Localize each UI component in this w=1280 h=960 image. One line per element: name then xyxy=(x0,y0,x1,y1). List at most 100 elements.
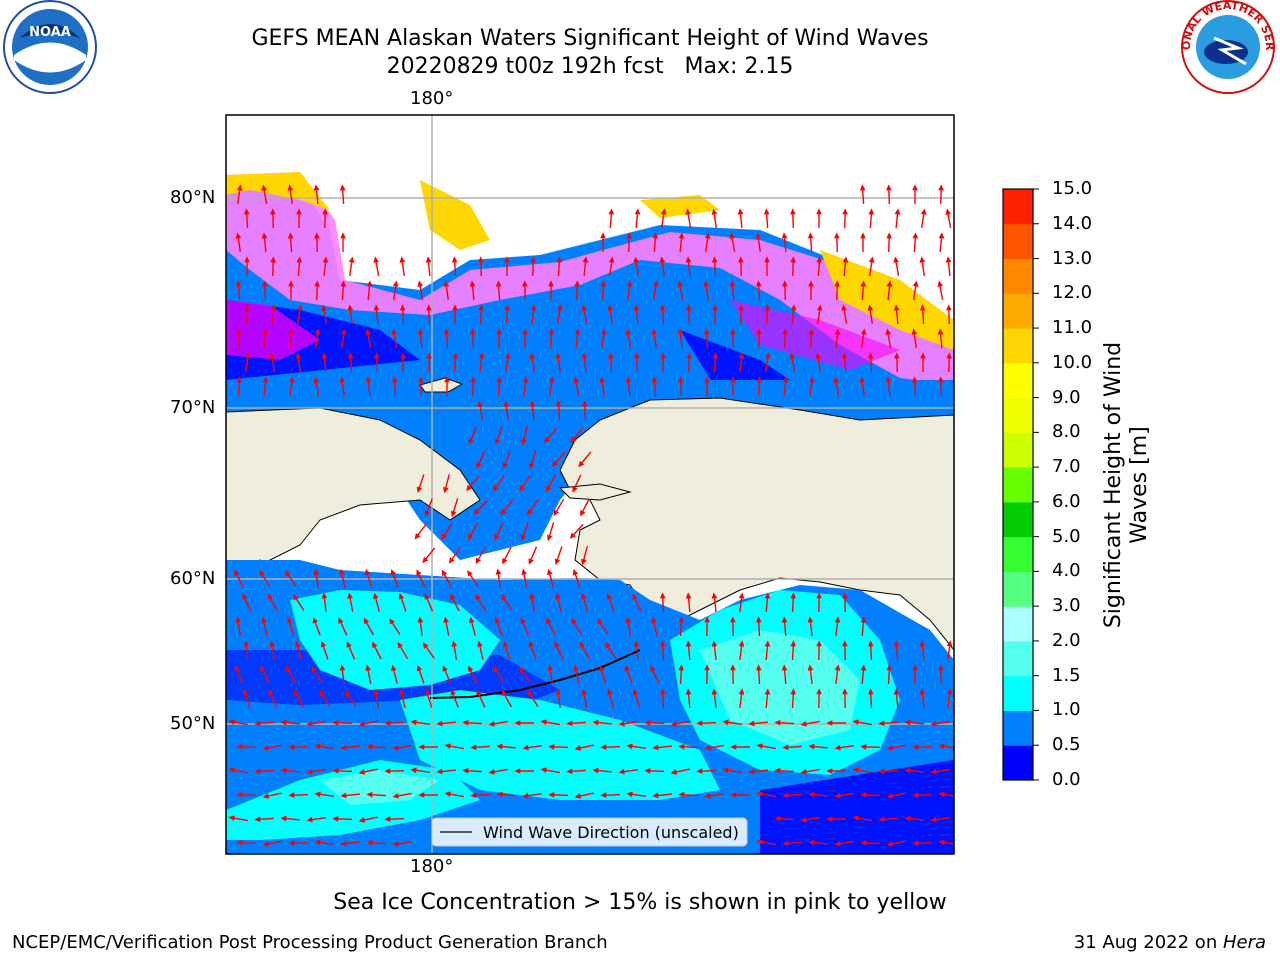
wind-wave-arrowhead xyxy=(358,817,366,823)
wind-wave-arrowhead xyxy=(867,352,874,359)
wind-wave-arrowhead xyxy=(569,532,576,539)
wind-wave-arrowhead xyxy=(548,328,555,335)
wind-wave-arrowhead xyxy=(893,688,900,695)
wind-wave-arrowhead xyxy=(678,664,685,671)
wind-wave-arrowhead xyxy=(600,792,607,798)
wind-wave-arrowhead xyxy=(502,557,508,565)
wind-wave-arrowhead xyxy=(764,304,771,311)
wind-wave-arrowhead xyxy=(262,376,269,383)
wind-wave-arrowhead xyxy=(286,616,293,624)
gridlines xyxy=(226,115,954,854)
wind-wave-arrowhead xyxy=(659,688,666,695)
wind-wave-arrowhead xyxy=(358,769,366,775)
wind-wave-arrowhead xyxy=(306,816,313,823)
wind-wave-arrowhead xyxy=(696,768,703,774)
wind-wave-arrowhead xyxy=(600,232,606,239)
wind-wave-arrowhead xyxy=(548,376,555,383)
wind-wave-arrowhead xyxy=(366,791,373,798)
wind-wave-arrowhead xyxy=(554,641,560,648)
wind-wave-arrowhead xyxy=(678,376,684,383)
wind-wave-arrowhead xyxy=(306,720,313,727)
wind-wave-arrowhead xyxy=(912,664,918,671)
wind-wave-arrowhead xyxy=(306,768,313,775)
wind-wave-arrowhead xyxy=(528,641,534,648)
wind-wave-arrowhead xyxy=(366,280,373,287)
colorbar-segment xyxy=(1003,258,1033,294)
wind-wave-arrowhead xyxy=(555,352,562,359)
wind-wave-arrowhead xyxy=(235,280,242,287)
wind-wave-arrowhead xyxy=(319,689,326,697)
wind-wave-arrowhead xyxy=(475,593,482,601)
wind-wave-arrowhead xyxy=(262,745,270,751)
wind-wave-arrowhead xyxy=(659,304,666,311)
wind-wave-arrowhead xyxy=(790,688,797,695)
wind-wave-arrowhead xyxy=(528,558,534,565)
wind-wave-arrowhead xyxy=(738,640,745,647)
map-area: Wind Wave Direction (unscaled) xyxy=(226,115,954,854)
wind-wave-arrowhead xyxy=(625,616,632,623)
wind-wave-arrowhead xyxy=(529,352,536,359)
wind-wave-arrowhead xyxy=(782,280,788,287)
wind-wave-arrowhead xyxy=(644,720,651,726)
wind-wave-arrowhead xyxy=(267,593,274,601)
wave-patch-aleutian xyxy=(400,690,720,800)
wind-wave-arrowhead xyxy=(816,640,822,647)
wind-wave-arrowhead xyxy=(755,664,762,671)
wind-wave-arrowhead xyxy=(347,352,354,359)
wind-wave-arrowhead xyxy=(548,744,555,750)
wind-wave-arrowhead xyxy=(790,304,797,311)
wind-wave-arrowhead xyxy=(236,840,243,846)
wind-wave-arrowhead xyxy=(605,642,611,649)
wind-wave-arrowhead xyxy=(930,816,937,823)
wind-wave-arrowhead xyxy=(573,376,580,383)
wind-wave-arrowhead xyxy=(416,486,423,494)
wind-wave-arrowhead xyxy=(774,815,781,822)
wind-wave-arrowhead xyxy=(518,666,525,673)
wind-wave-arrowhead xyxy=(764,640,771,647)
wind-wave-arrowhead xyxy=(807,664,814,671)
wind-wave-arrowhead xyxy=(826,720,833,726)
noaa-logo: NOAA xyxy=(3,0,97,94)
wind-wave-arrowhead xyxy=(774,767,781,774)
wind-wave-arrowhead xyxy=(626,280,633,287)
wind-wave-arrowhead xyxy=(384,768,391,774)
wind-wave-arrowhead xyxy=(242,593,248,600)
colorbar-segment xyxy=(1003,745,1033,781)
wind-wave-arrowhead xyxy=(834,744,841,751)
wind-wave-arrowhead xyxy=(442,486,449,494)
wind-wave-arrowhead xyxy=(808,791,815,798)
wind-wave-arrowhead xyxy=(500,594,507,601)
wind-wave-arrowhead xyxy=(704,744,711,751)
wind-wave-arrowhead xyxy=(938,839,945,846)
chukchi-sea xyxy=(226,380,954,560)
wind-wave-arrowhead xyxy=(293,594,299,601)
wind-wave-arrowhead xyxy=(468,665,474,673)
wind-wave-arrowhead xyxy=(313,376,320,383)
colorbar-segment xyxy=(1003,571,1033,607)
wind-wave-arrowhead xyxy=(782,792,789,799)
colorbar-tick-label: 0.0 xyxy=(1052,769,1081,790)
wind-wave-arrowhead xyxy=(937,328,944,335)
wind-wave-arrowhead xyxy=(686,352,692,359)
wind-wave-arrowhead xyxy=(548,792,555,798)
wind-wave-arrowhead xyxy=(470,744,477,751)
wind-wave-arrowhead xyxy=(236,792,243,798)
wind-wave-arrowhead xyxy=(340,280,347,287)
wind-wave-arrowhead xyxy=(878,720,885,727)
wind-wave-arrowhead xyxy=(322,256,329,263)
wind-wave-arrowhead xyxy=(800,816,807,823)
wind-wave-arrowhead xyxy=(599,376,606,383)
wind-wave-arrowhead xyxy=(938,184,944,191)
footer-credit: NCEP/EMC/Verification Post Processing Pr… xyxy=(12,932,608,953)
wind-wave-arrowhead xyxy=(730,328,736,335)
wind-wave-arrowhead xyxy=(242,688,249,696)
wind-wave-arrowhead xyxy=(572,486,578,493)
wind-wave-arrowhead xyxy=(945,208,952,215)
wind-wave-arrowhead xyxy=(321,592,328,599)
wind-wave-arrowhead xyxy=(572,568,579,576)
wind-wave-arrowhead xyxy=(878,816,885,823)
wind-wave-arrowhead xyxy=(860,280,867,287)
wind-wave-arrowhead xyxy=(919,256,926,263)
wind-wave-arrowhead xyxy=(711,640,718,647)
legend-label: Wind Wave Direction (unscaled) xyxy=(483,823,739,842)
